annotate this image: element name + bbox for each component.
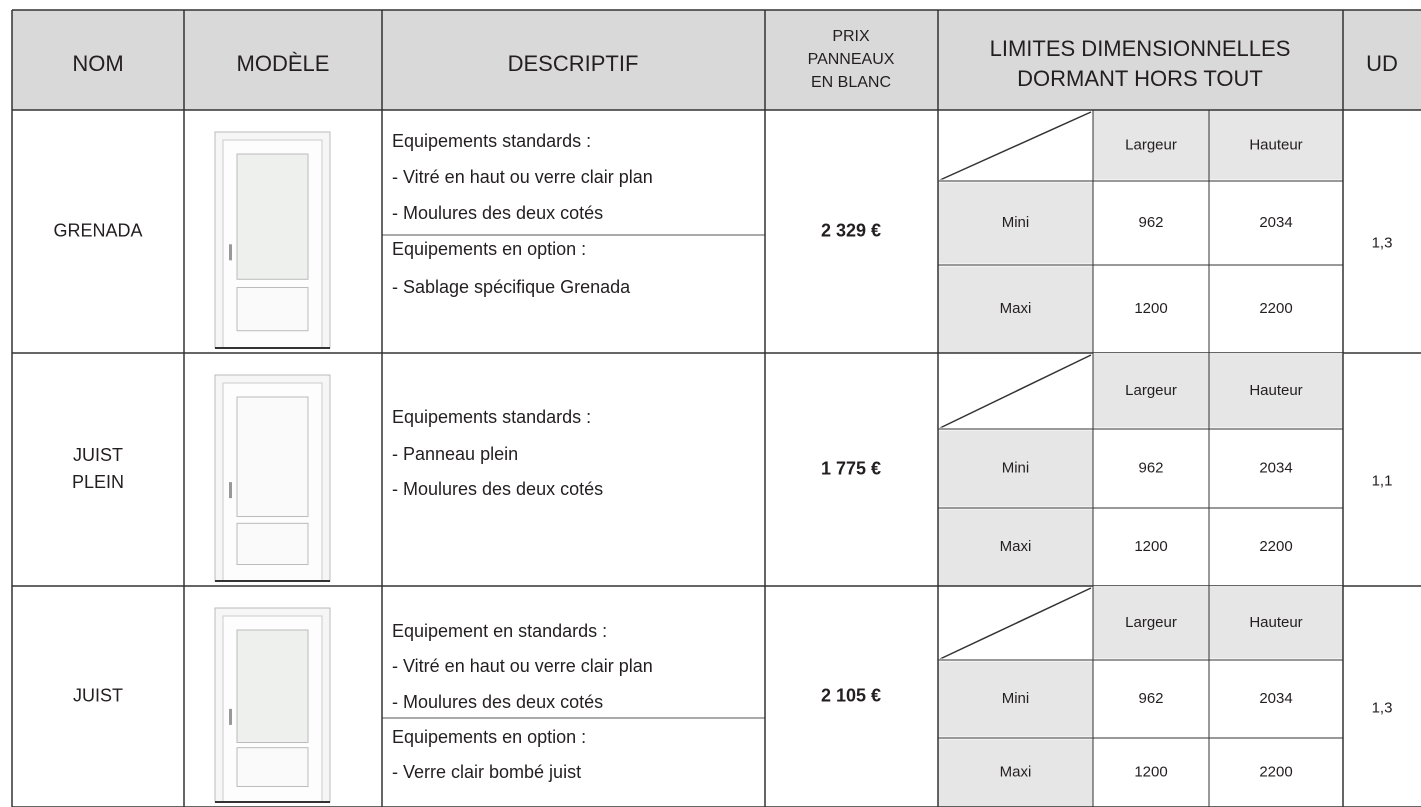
dim-mini: Mini (1002, 459, 1030, 476)
door-glass (236, 153, 309, 280)
prix: 1 775 € (821, 458, 881, 478)
nom: JUIST (73, 445, 123, 465)
ud: 1,3 (1372, 699, 1393, 716)
dim-maxi: 1200 (1134, 538, 1167, 555)
header-ud: UD (1366, 51, 1398, 76)
door-panel (236, 747, 309, 787)
nom: PLEIN (72, 472, 124, 492)
dim-header: Hauteur (1249, 382, 1302, 399)
prix: 2 105 € (821, 685, 881, 705)
descriptif-line: - Moulures des deux cotés (392, 203, 603, 223)
dim-maxi: 1200 (1134, 763, 1167, 780)
descriptif-line: Equipements standards : (392, 131, 591, 151)
dim-mini: 962 (1138, 214, 1163, 231)
diagonal (939, 354, 1092, 429)
door-handle (229, 708, 232, 725)
header-nom: NOM (72, 51, 123, 76)
door-panel (236, 287, 309, 332)
dim-maxi: Maxi (1000, 538, 1032, 555)
dim-maxi: 2200 (1259, 763, 1292, 780)
descriptif-line: - Moulures des deux cotés (392, 692, 603, 712)
cell-bg (1093, 110, 1343, 181)
descriptif-line: - Verre clair bombé juist (392, 762, 581, 782)
dim-header: Largeur (1125, 614, 1177, 631)
header-prix: EN BLANC (811, 74, 891, 91)
dim-header: Largeur (1125, 136, 1177, 153)
door-handle (229, 244, 232, 261)
door-glass (236, 396, 309, 517)
dim-header: Largeur (1125, 382, 1177, 399)
dim-mini: 2034 (1259, 214, 1292, 231)
descriptif-line: - Moulures des deux cotés (392, 479, 603, 499)
dim-maxi: 2200 (1259, 538, 1292, 555)
dim-mini: 2034 (1259, 690, 1292, 707)
header-descriptif: DESCRIPTIF (508, 51, 639, 76)
nom: JUIST (73, 685, 123, 705)
door-glass (236, 629, 309, 744)
header-modele: MODÈLE (237, 51, 330, 76)
door-handle (229, 482, 232, 499)
dim-header: Hauteur (1249, 614, 1302, 631)
dim-mini: 962 (1138, 459, 1163, 476)
nom: GRENADA (53, 220, 142, 240)
ud: 1,1 (1372, 472, 1393, 489)
ud: 1,3 (1372, 234, 1393, 251)
dim-maxi: 1200 (1134, 300, 1167, 317)
dim-mini: Mini (1002, 214, 1030, 231)
header-bg (12, 10, 1421, 110)
cell-bg (1093, 586, 1343, 660)
dim-header: Hauteur (1249, 136, 1302, 153)
header-limites: DORMANT HORS TOUT (1017, 66, 1263, 91)
dim-mini: 962 (1138, 690, 1163, 707)
diagonal (939, 587, 1092, 660)
dim-maxi: 2200 (1259, 300, 1292, 317)
descriptif-line: - Panneau plein (392, 444, 518, 464)
prix: 2 329 € (821, 220, 881, 240)
descriptif-line: Equipements en option : (392, 727, 586, 747)
descriptif-line: Equipements standards : (392, 407, 591, 427)
dim-mini: 2034 (1259, 459, 1292, 476)
header-prix: PANNEAUX (808, 51, 895, 68)
descriptif-line: - Sablage spécifique Grenada (392, 277, 631, 297)
cell-bg (1093, 353, 1343, 429)
door-panel (236, 522, 309, 566)
header-prix: PRIX (832, 28, 870, 45)
descriptif-line: Equipement en standards : (392, 621, 607, 641)
header-limites: LIMITES DIMENSIONNELLES (990, 36, 1291, 61)
descriptif-line: Equipements en option : (392, 239, 586, 259)
diagonal (939, 111, 1092, 181)
descriptif-line: - Vitré en haut ou verre clair plan (392, 656, 653, 676)
dim-maxi: Maxi (1000, 300, 1032, 317)
descriptif-line: - Vitré en haut ou verre clair plan (392, 167, 653, 187)
cell-bg (938, 181, 1093, 353)
dim-maxi: Maxi (1000, 763, 1032, 780)
cell-bg (938, 660, 1093, 807)
dim-mini: Mini (1002, 690, 1030, 707)
